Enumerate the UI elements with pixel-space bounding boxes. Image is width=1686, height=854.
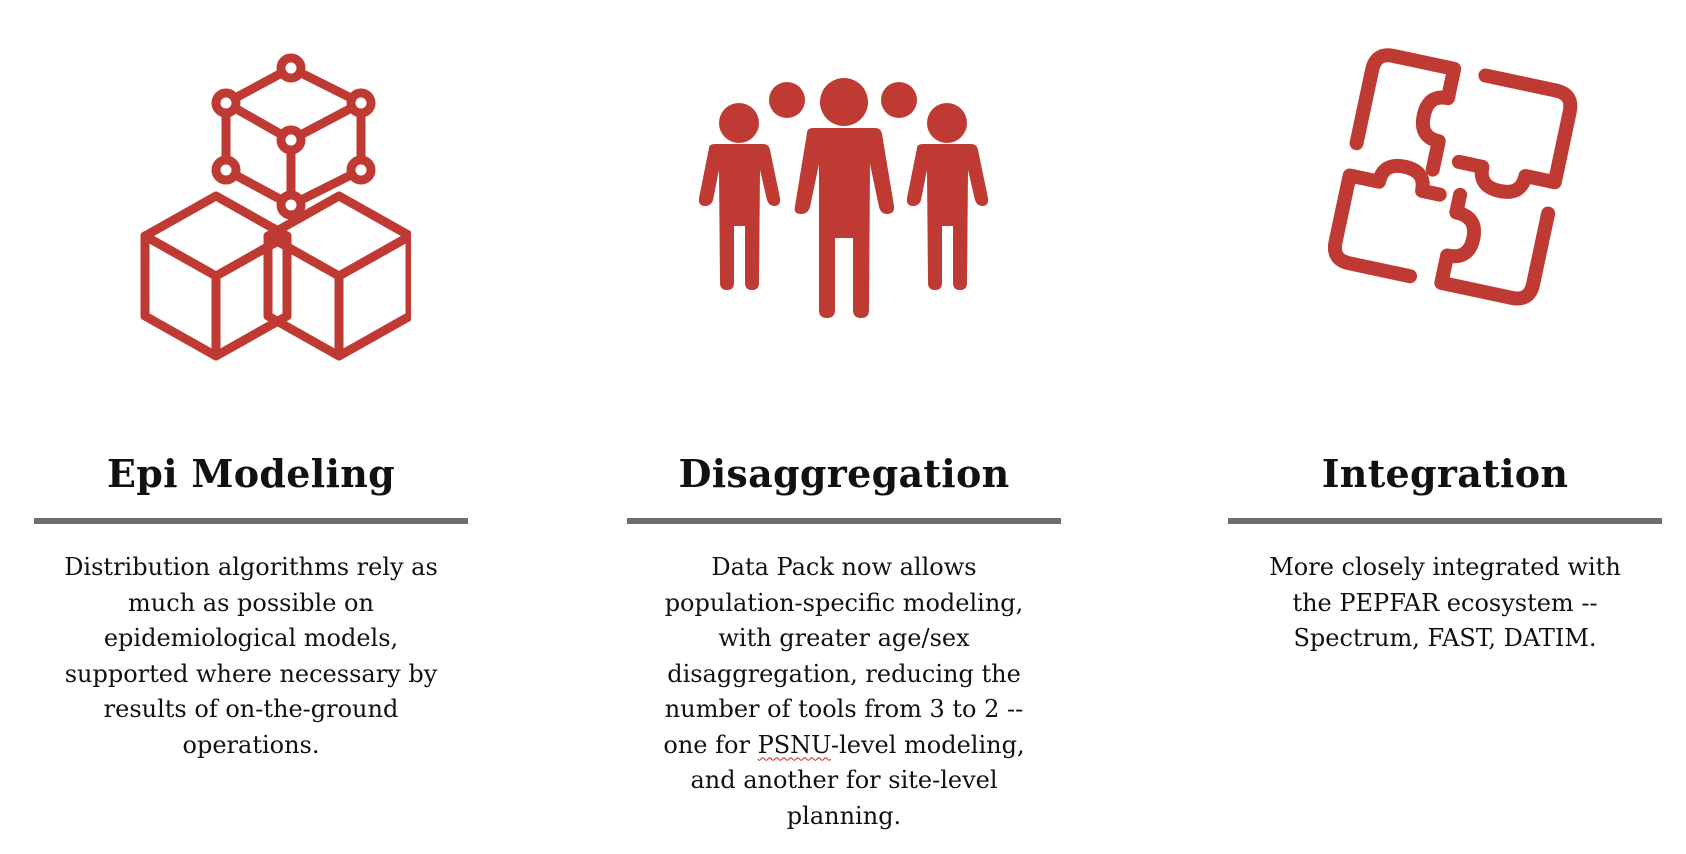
- description-text: Data Pack now allows population-specific…: [663, 553, 1024, 759]
- feature-disaggregation: Disaggregation Data Pack now allows popu…: [627, 0, 1061, 854]
- puzzle-pieces-icon: [1228, 38, 1662, 378]
- feature-description: Distribution algorithms rely as much as …: [64, 553, 438, 759]
- spellcheck-flagged-word[interactable]: PSNU: [757, 730, 831, 759]
- title-divider: [34, 518, 468, 524]
- people-group-icon: [627, 38, 1061, 378]
- feature-epi-modeling: Epi Modeling Distribution algorithms rel…: [34, 0, 468, 854]
- feature-description: More closely integrated with the PEPFAR …: [1269, 553, 1621, 652]
- feature-integration: Integration More closely integrated with…: [1228, 0, 1662, 854]
- cubes-network-icon: [34, 38, 468, 378]
- title-divider: [1228, 518, 1662, 524]
- feature-title: Epi Modeling: [106, 451, 396, 496]
- title-divider: [627, 518, 1061, 524]
- feature-title: Integration: [1321, 451, 1569, 496]
- feature-title: Disaggregation: [678, 451, 1010, 496]
- feature-description: Data Pack now allows population-specific…: [649, 550, 1039, 834]
- description-text: -level modeling, and another for site-le…: [690, 730, 1025, 830]
